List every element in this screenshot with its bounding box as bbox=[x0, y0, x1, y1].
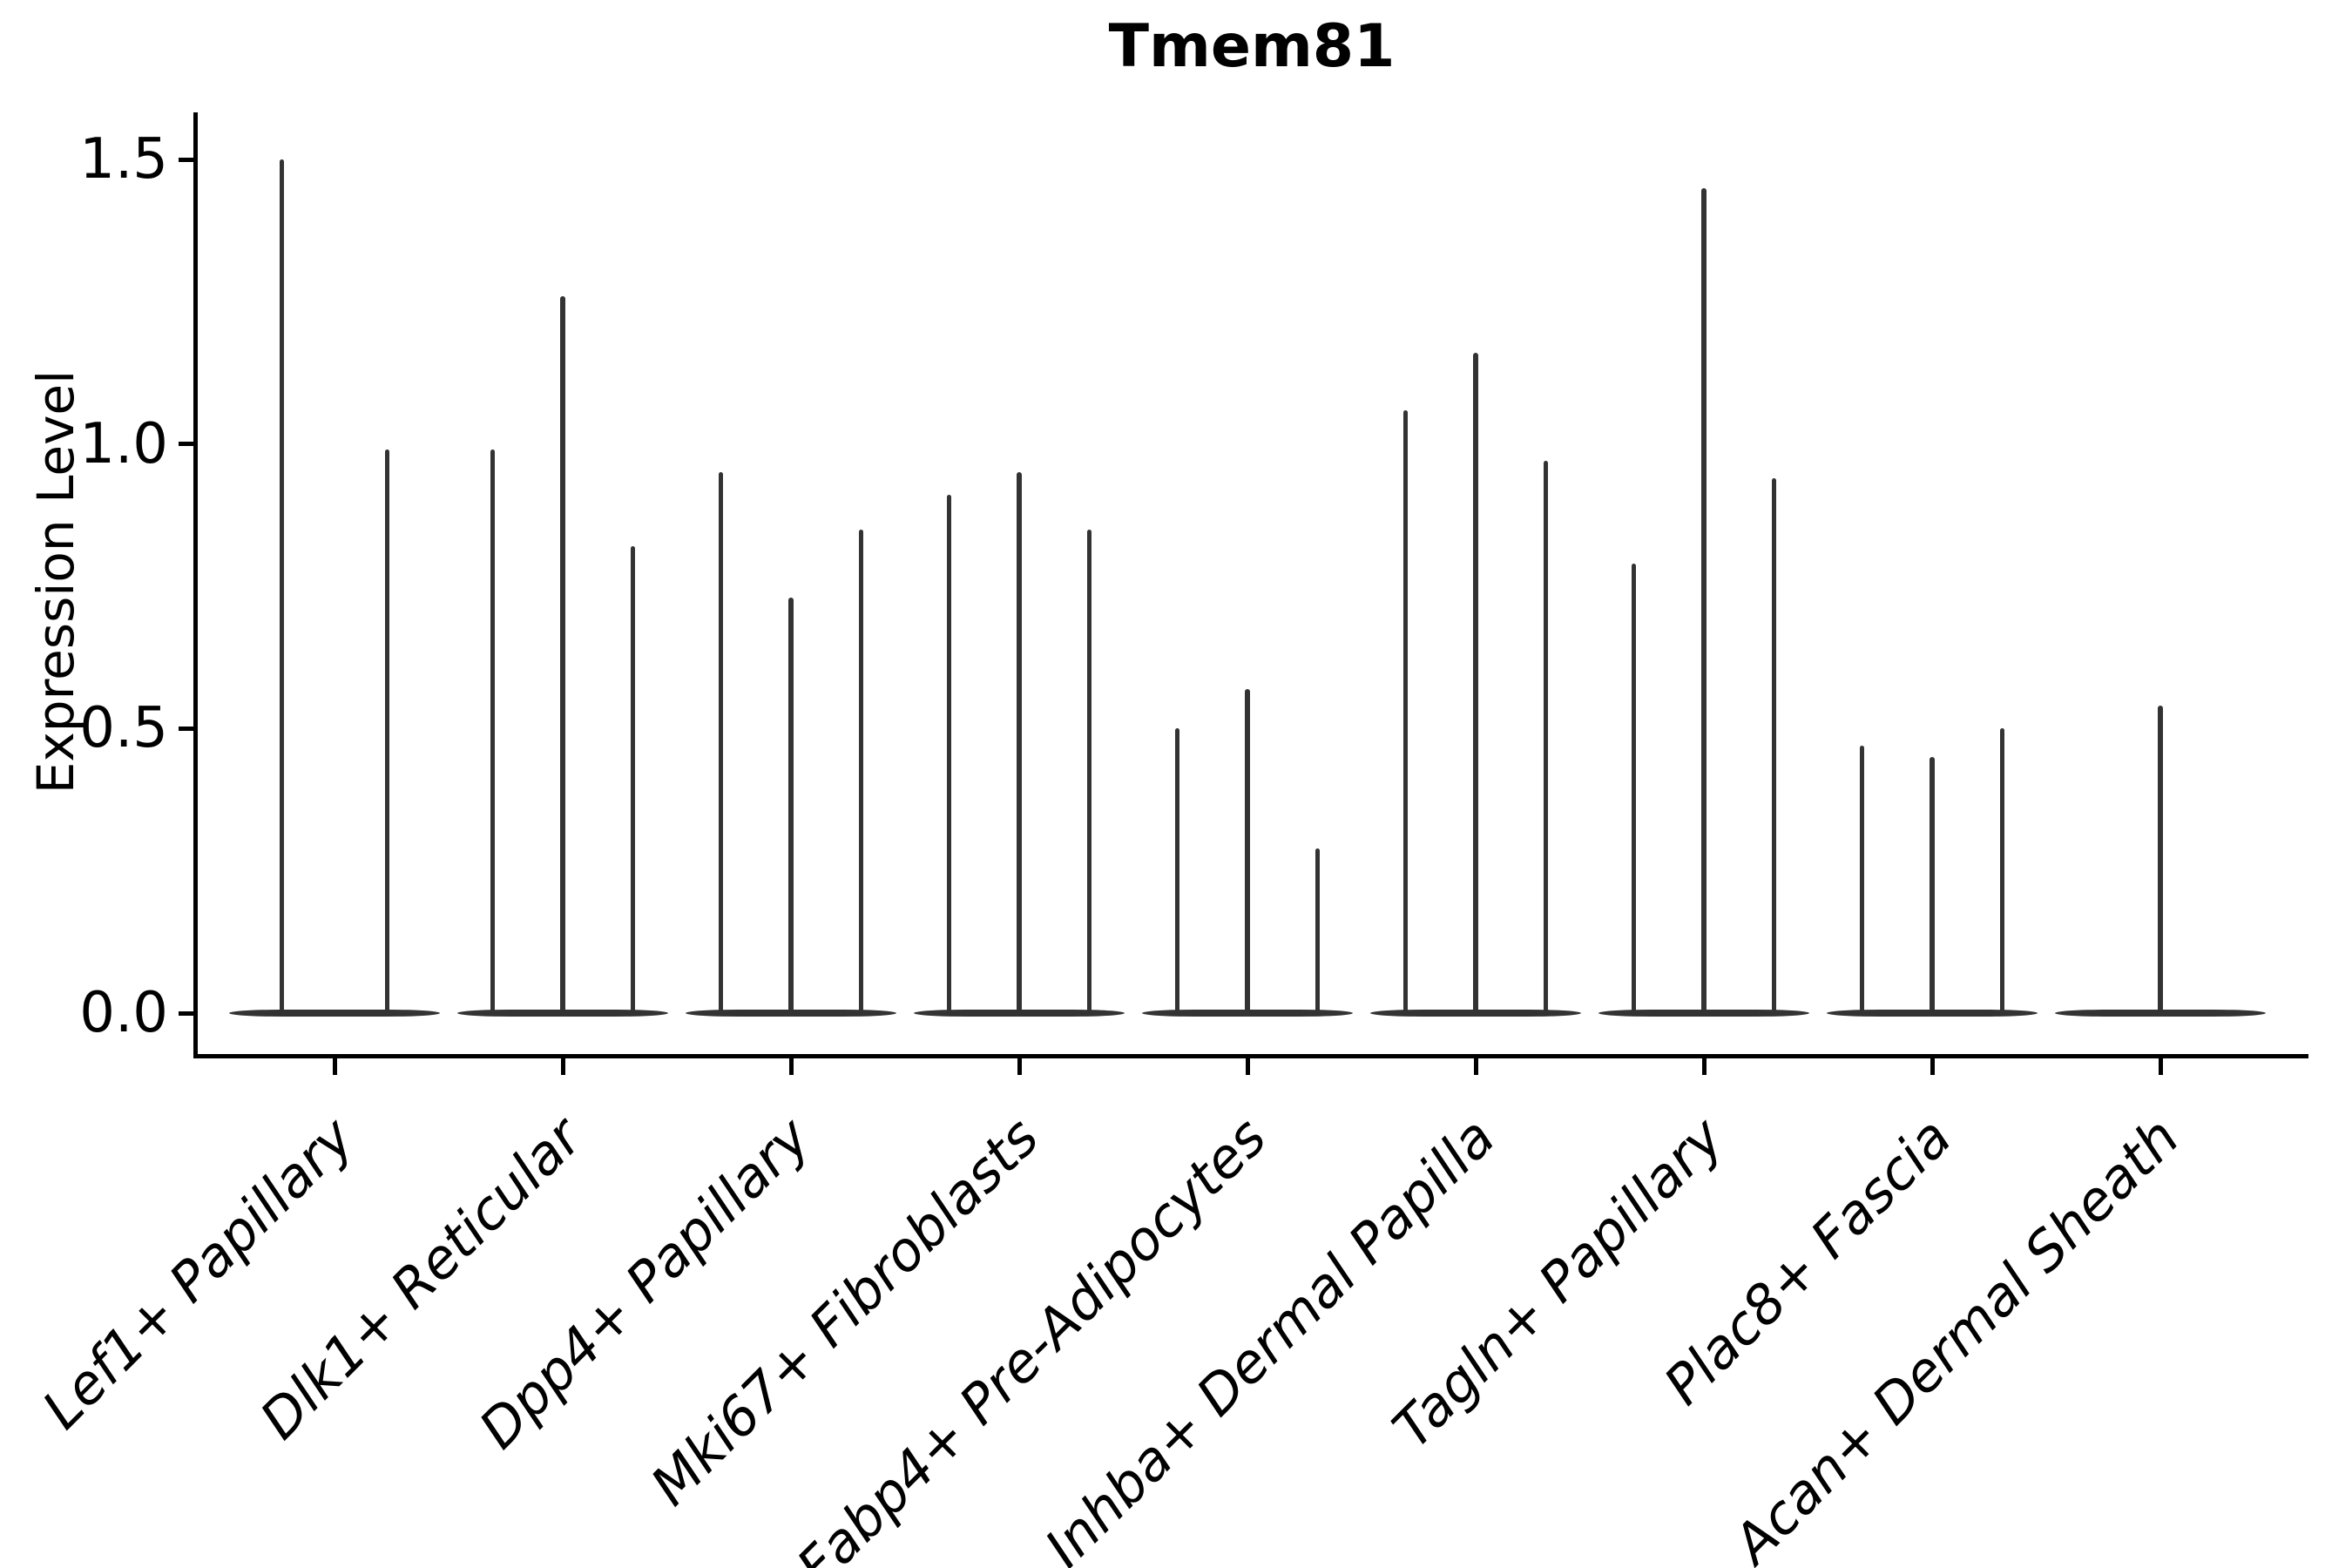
violin-spike bbox=[279, 159, 285, 1016]
x-tick-label: Inhba+ Dermal Papilla bbox=[1032, 1105, 1507, 1568]
violin-spike bbox=[1999, 728, 2005, 1016]
violin-spike bbox=[788, 598, 794, 1016]
violin-spike bbox=[630, 546, 636, 1016]
violin-spike bbox=[1631, 563, 1637, 1016]
y-tick-label: 1.0 bbox=[79, 411, 168, 476]
x-tick bbox=[332, 1058, 337, 1075]
violin-spike bbox=[718, 472, 724, 1016]
violin-spike bbox=[490, 449, 496, 1016]
violin-spike bbox=[384, 449, 390, 1016]
violin-spike bbox=[1245, 688, 1250, 1016]
violin-spike bbox=[946, 495, 952, 1016]
y-tick bbox=[179, 1010, 193, 1016]
violin-spike bbox=[1017, 472, 1022, 1016]
violin-spike bbox=[1701, 187, 1707, 1016]
violin-spike bbox=[1543, 461, 1549, 1016]
x-tick bbox=[1017, 1058, 1022, 1075]
violin-spike bbox=[1086, 529, 1092, 1016]
y-tick-label: 0.0 bbox=[79, 981, 168, 1045]
violin-baseline bbox=[229, 1010, 440, 1017]
y-axis-spine bbox=[193, 112, 198, 1058]
violin-spike bbox=[1402, 409, 1409, 1016]
x-tick bbox=[560, 1058, 565, 1075]
violin-spike bbox=[1771, 477, 1777, 1016]
x-tick-label: Mki67+ Fibroblasts bbox=[638, 1105, 1051, 1517]
x-axis-spine bbox=[193, 1054, 2308, 1058]
violin-spike bbox=[1473, 353, 1478, 1016]
violin-spike bbox=[560, 295, 565, 1016]
x-tick bbox=[1245, 1058, 1250, 1075]
violin-spike bbox=[1315, 848, 1321, 1016]
y-tick-label: 0.5 bbox=[79, 696, 168, 761]
violin-spike bbox=[858, 529, 864, 1016]
violin-spike bbox=[2158, 706, 2163, 1016]
violin-spike bbox=[1174, 728, 1180, 1016]
violin-spike bbox=[1930, 757, 1935, 1016]
x-tick bbox=[1473, 1058, 1478, 1075]
y-tick bbox=[179, 157, 193, 162]
x-tick bbox=[2158, 1058, 2163, 1075]
x-tick bbox=[788, 1058, 794, 1075]
chart-title: Tmem81 bbox=[1108, 12, 1396, 81]
y-tick bbox=[179, 726, 193, 731]
y-tick-label: 1.5 bbox=[79, 127, 168, 193]
y-tick bbox=[179, 442, 193, 447]
violin-spike bbox=[1859, 745, 1865, 1016]
x-tick bbox=[1930, 1058, 1935, 1075]
x-tick bbox=[1701, 1058, 1707, 1075]
x-tick-label: Acan+ Dermal Sheath bbox=[1720, 1105, 2192, 1568]
